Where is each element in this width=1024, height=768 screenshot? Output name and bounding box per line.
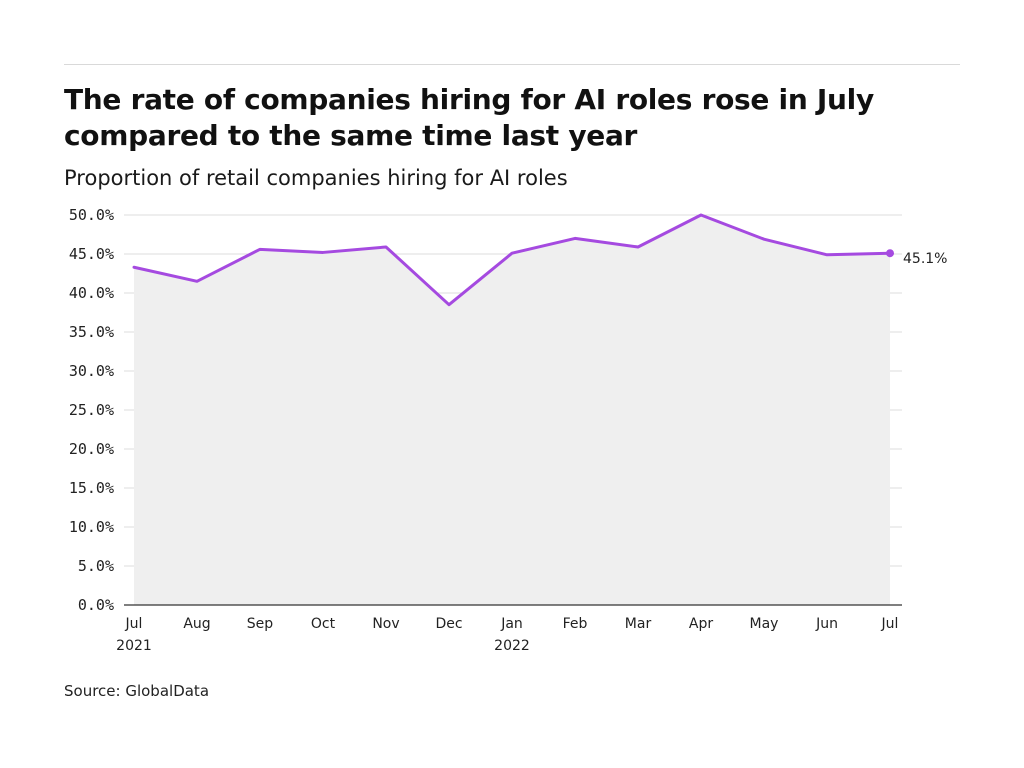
y-tick-label: 5.0% (78, 557, 114, 575)
y-tick-label: 0.0% (78, 596, 114, 614)
x-tick-label: Apr (689, 616, 713, 632)
x-tick-label: Mar (625, 616, 652, 632)
data-point (258, 247, 262, 251)
x-tick-label: Oct (311, 616, 336, 632)
end-value-label: 45.1% (903, 251, 947, 267)
y-tick-label: 30.0% (69, 362, 114, 380)
x-tick-label: Jul (881, 616, 899, 632)
x-tick-label: Jun (815, 616, 838, 632)
x-tick-label: Sep (247, 616, 274, 632)
x-tick-label: Jan (500, 616, 523, 632)
series-line (132, 213, 892, 307)
y-tick-label: 20.0% (69, 440, 114, 458)
x-tick-label: Dec (435, 616, 462, 632)
data-point (573, 236, 577, 240)
y-axis-tick-labels: 0.0% 5.0% 10.0% 15.0% 20.0% 25.0% 30.0% 35.0% 40… (69, 206, 114, 614)
data-point (447, 303, 451, 307)
x-axis-tick-labels: Jul 2021 Aug Sep Oct Nov Dec Jan 2022 Feb Mar Apr Ma… (116, 616, 898, 654)
data-point (762, 237, 766, 241)
area-fill (134, 215, 890, 605)
y-tick-label: 25.0% (69, 401, 114, 419)
x-tick-label: Nov (372, 616, 399, 632)
data-point (384, 245, 388, 249)
y-tick-label: 15.0% (69, 479, 114, 497)
data-point (510, 251, 514, 255)
chart-subtitle: Proportion of retail companies hiring fo… (64, 166, 568, 190)
data-point (132, 265, 136, 269)
source-note: Source: GlobalData (64, 682, 210, 700)
data-point (699, 213, 703, 217)
data-point (636, 245, 640, 249)
end-marker-layer: 45.1% (886, 249, 947, 267)
data-point (195, 279, 199, 283)
x-tick-label: Jul (125, 616, 143, 632)
y-tick-label: 35.0% (69, 323, 114, 341)
area-fill-layer (134, 215, 890, 605)
series-line-layer (132, 213, 892, 307)
y-tick-label: 45.0% (69, 245, 114, 263)
x-tick-label: Aug (183, 616, 210, 632)
y-tick-label: 10.0% (69, 518, 114, 536)
x-tick-label: May (750, 616, 779, 632)
x-tick-label: 2022 (494, 638, 530, 654)
top-divider (64, 64, 960, 65)
end-marker (886, 249, 894, 258)
data-point (825, 253, 829, 257)
x-tick-label: 2021 (116, 638, 152, 654)
data-point (321, 250, 325, 254)
y-tick-label: 50.0% (69, 206, 114, 224)
x-tick-label: Feb (563, 616, 588, 632)
y-tick-label: 40.0% (69, 284, 114, 302)
chart-title: The rate of companies hiring for AI role… (64, 83, 874, 152)
